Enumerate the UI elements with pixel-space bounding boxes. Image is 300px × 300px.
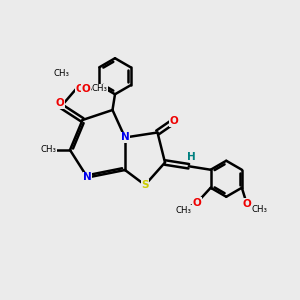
- Text: CH₃: CH₃: [251, 205, 267, 214]
- Text: H: H: [188, 152, 196, 162]
- Text: N: N: [83, 172, 92, 182]
- Text: O: O: [193, 198, 201, 208]
- Text: CH₃: CH₃: [53, 69, 69, 78]
- Text: S: S: [141, 180, 149, 190]
- Text: O: O: [76, 84, 84, 94]
- Text: N: N: [121, 133, 129, 142]
- Text: CH₃: CH₃: [92, 84, 108, 93]
- Text: O: O: [82, 84, 91, 94]
- Text: O: O: [169, 116, 178, 126]
- Text: O: O: [242, 199, 251, 209]
- Text: CH₃: CH₃: [175, 206, 191, 215]
- Text: O: O: [56, 98, 64, 108]
- Text: CH₃: CH₃: [41, 146, 57, 154]
